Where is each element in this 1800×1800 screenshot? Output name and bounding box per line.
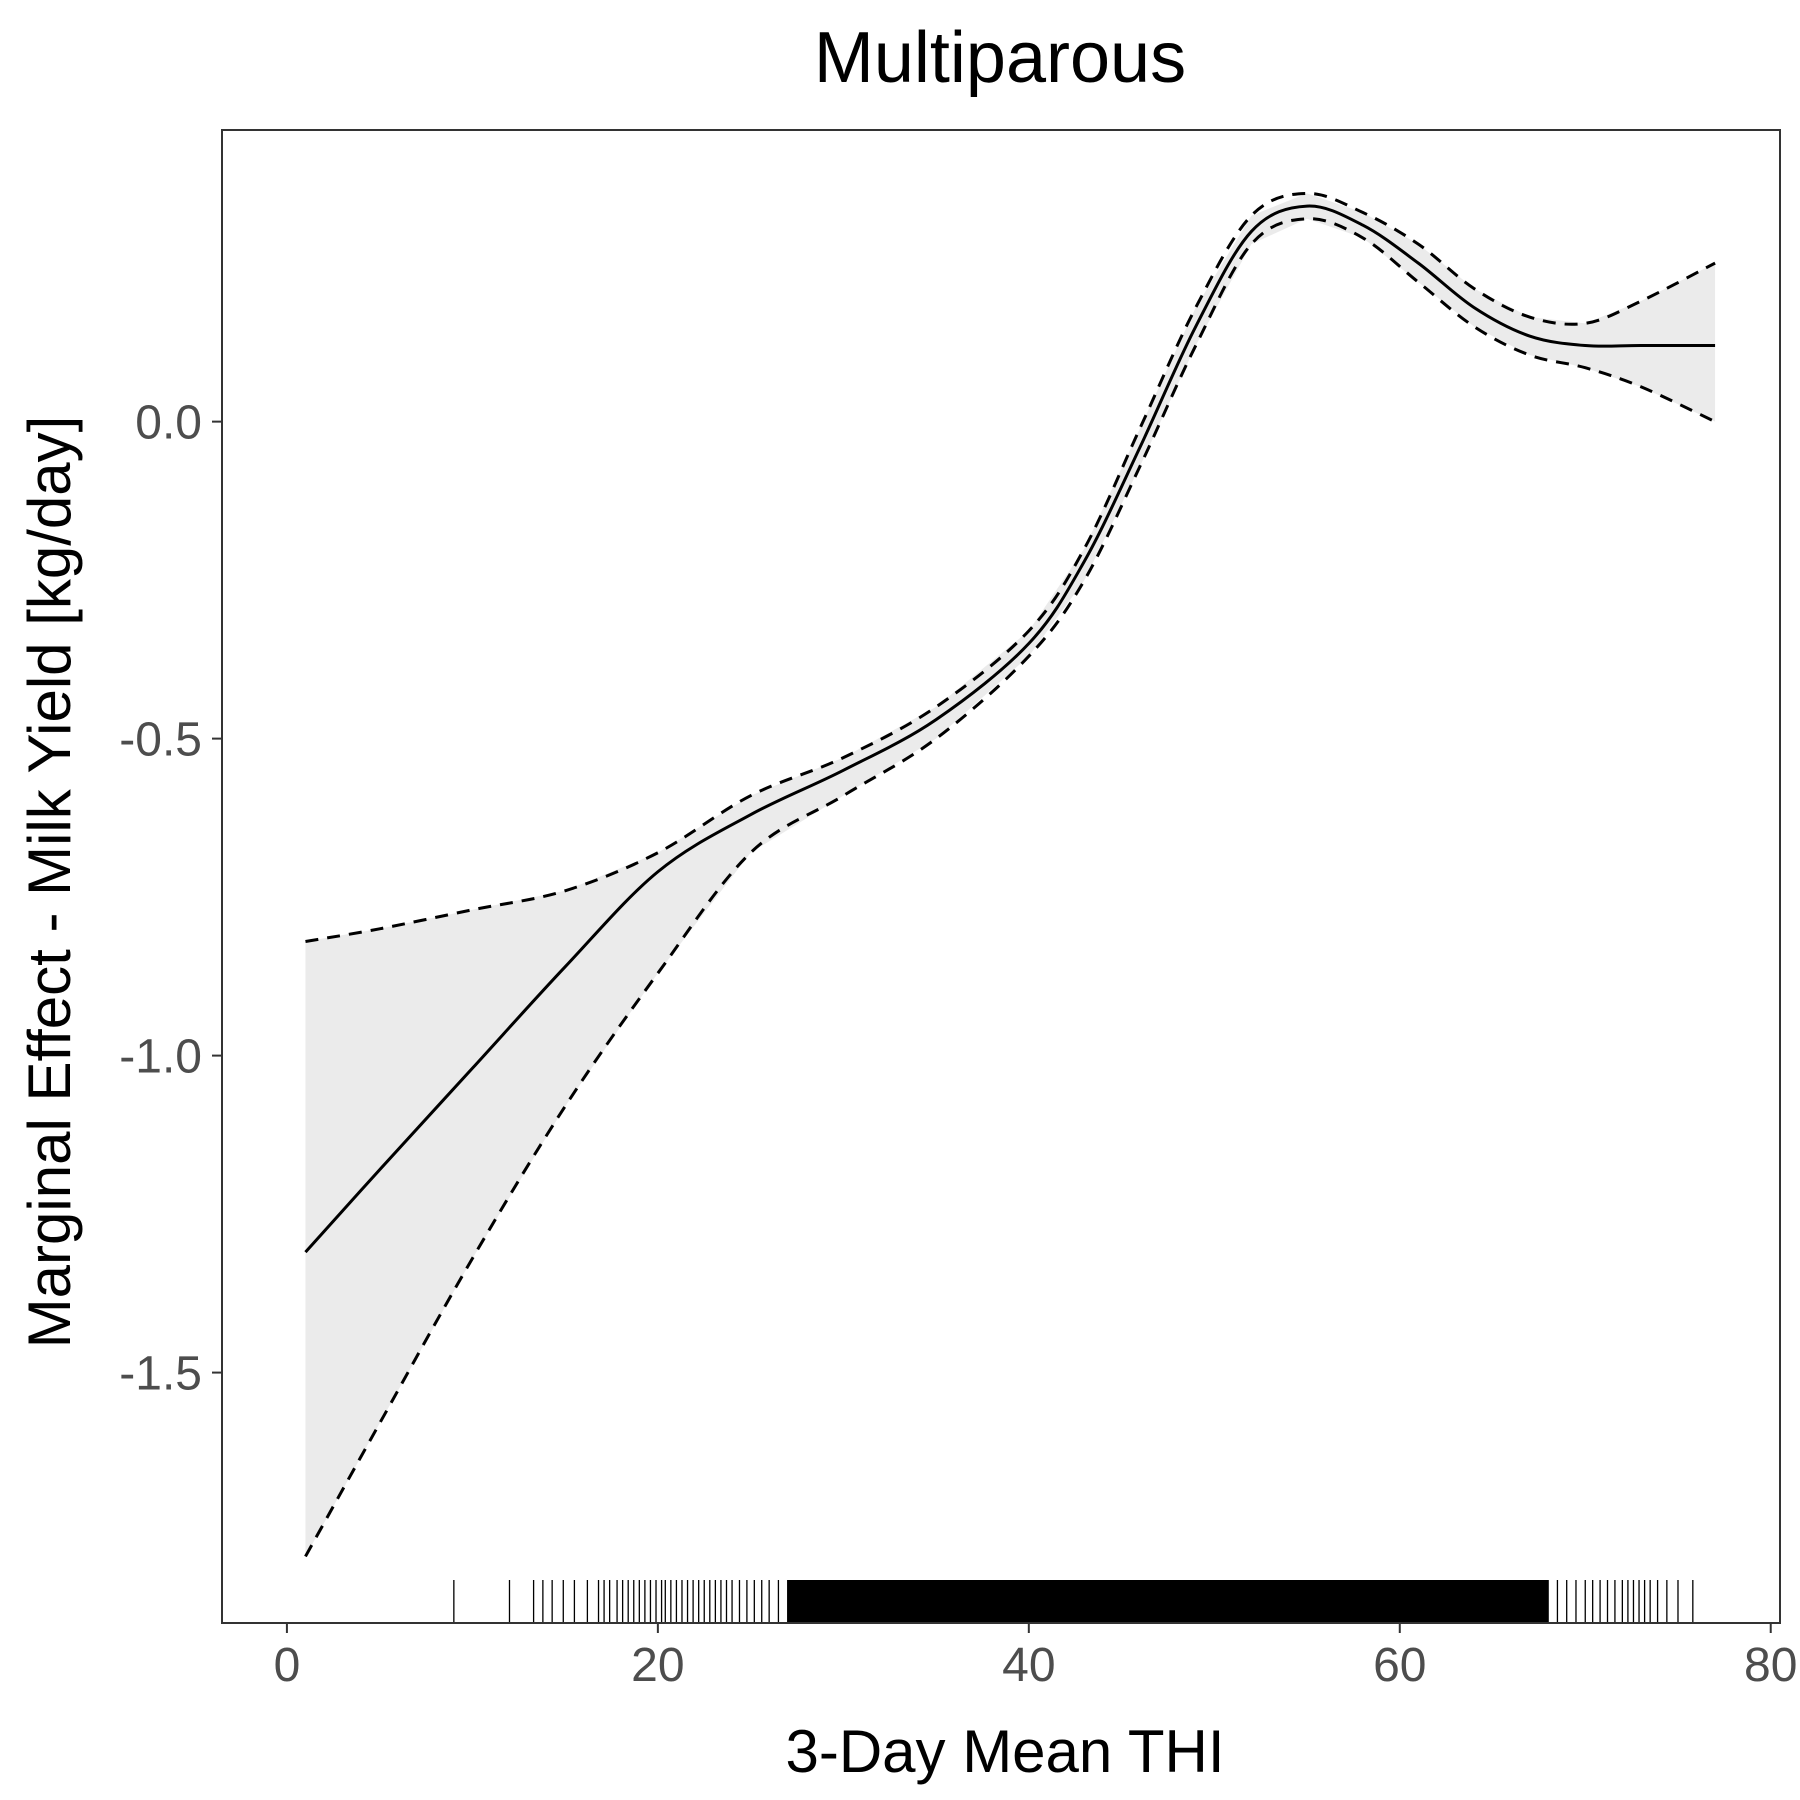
y-tick-label: 0.0: [135, 397, 202, 450]
x-tick-label: 0: [274, 1639, 301, 1692]
y-axis: -1.5 -1.0 -0.5 0.0: [119, 397, 222, 1401]
y-tick-label: -1.0: [119, 1031, 202, 1084]
x-tick-label: 20: [631, 1639, 684, 1692]
upper-bound-line: [305, 191, 1716, 943]
x-tick-label: 40: [1002, 1639, 1055, 1692]
y-tick-label: -1.5: [119, 1348, 202, 1401]
y-tick-label: -0.5: [119, 714, 202, 767]
x-axis: 0 20 40 60 80: [274, 1623, 1797, 1692]
lower-bound-line: [304, 217, 1716, 1558]
panel-border: [221, 129, 1781, 1624]
chart-title: Multiparous: [814, 18, 1186, 98]
rug-marks: [453, 1580, 1694, 1623]
x-tick-label: 60: [1373, 1639, 1426, 1692]
x-tick-label: 80: [1744, 1639, 1797, 1692]
x-axis-title: 3-Day Mean THI: [785, 1718, 1224, 1785]
rug-dense-region: [787, 1580, 1549, 1623]
confidence-band: [305, 193, 1716, 1557]
estimate-line: [304, 204, 1716, 1254]
plot-area: [304, 191, 1716, 1623]
y-axis-title: Marginal Effect - Milk Yield [kg/day]: [16, 416, 83, 1349]
